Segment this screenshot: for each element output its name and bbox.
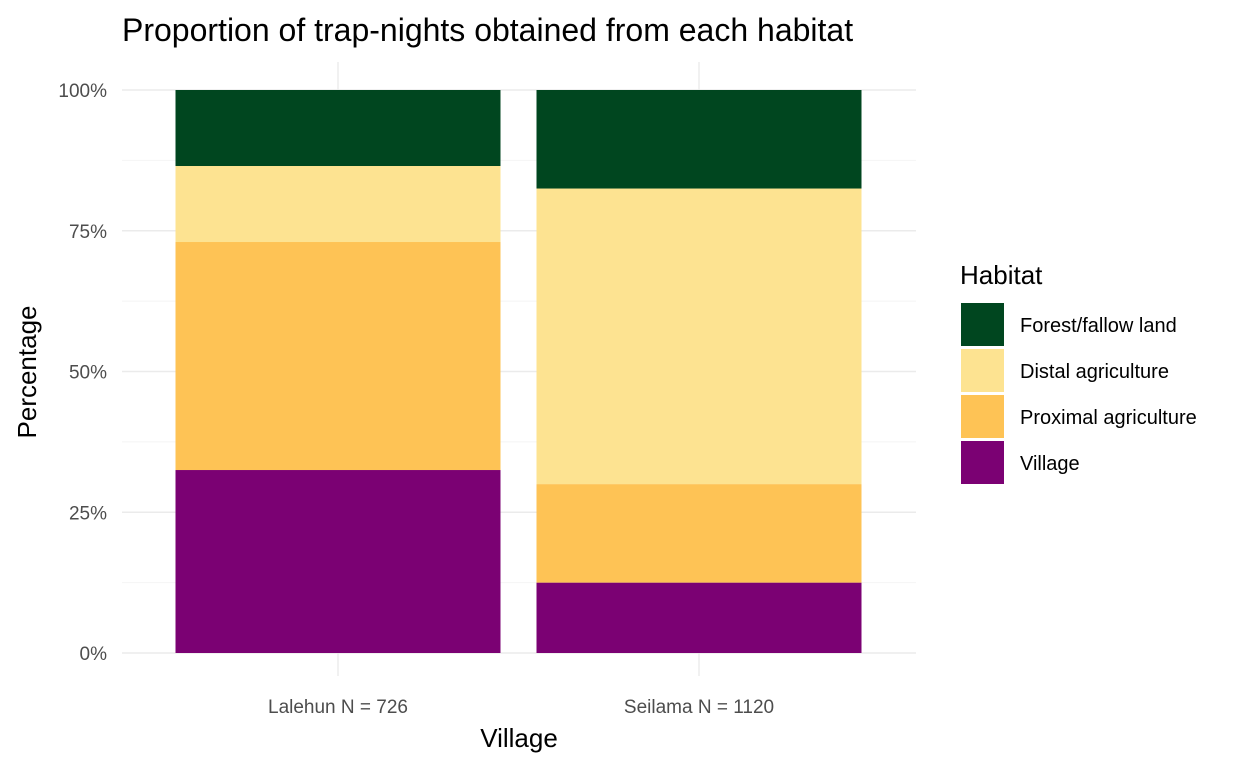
bar-segment-proximal-agriculture [536,484,862,583]
y-tick-label: 0% [80,644,108,665]
legend-swatch-village [961,441,1004,484]
bar-segment-distal-agriculture [175,166,501,243]
y-tick-label: 25% [69,503,107,524]
bar-segment-village [175,470,501,653]
chart-title: Proportion of trap-nights obtained from … [122,12,853,48]
y-tick-label: 75% [69,222,107,243]
bar-segment-forest-fallow-land [536,90,862,189]
x-tick-label: Lalehun N = 726 [268,697,408,718]
bar-segment-proximal-agriculture [175,242,501,471]
bar-segment-village [536,582,862,653]
legend: Habitat Forest/fallow land Distal agricul… [960,260,1197,484]
bar-segment-forest-fallow-land [175,90,501,167]
legend-title: Habitat [960,260,1043,290]
y-axis-title: Percentage [12,306,42,439]
legend-swatch-forest-fallow-land [961,303,1004,346]
legend-label-distal-agriculture: Distal agriculture [1020,361,1169,383]
bars [175,90,862,653]
legend-label-proximal-agriculture: Proximal agriculture [1020,407,1197,429]
legend-swatch-distal-agriculture [961,349,1004,392]
legend-items: Forest/fallow land Distal agriculture Prox… [961,303,1197,484]
bar-segment-distal-agriculture [536,188,862,485]
x-axis-title: Village [480,723,558,753]
y-axis-ticks: 0% 25% 50% 75% 100% [58,81,107,665]
x-axis-ticks: Lalehun N = 726 Seilama N = 1120 [268,697,774,718]
y-tick-label: 50% [69,363,107,384]
legend-label-village: Village [1020,453,1080,475]
legend-label-forest-fallow-land: Forest/fallow land [1020,315,1177,337]
legend-swatch-proximal-agriculture [961,395,1004,438]
y-tick-label: 100% [58,81,107,102]
x-tick-label: Seilama N = 1120 [624,697,774,718]
